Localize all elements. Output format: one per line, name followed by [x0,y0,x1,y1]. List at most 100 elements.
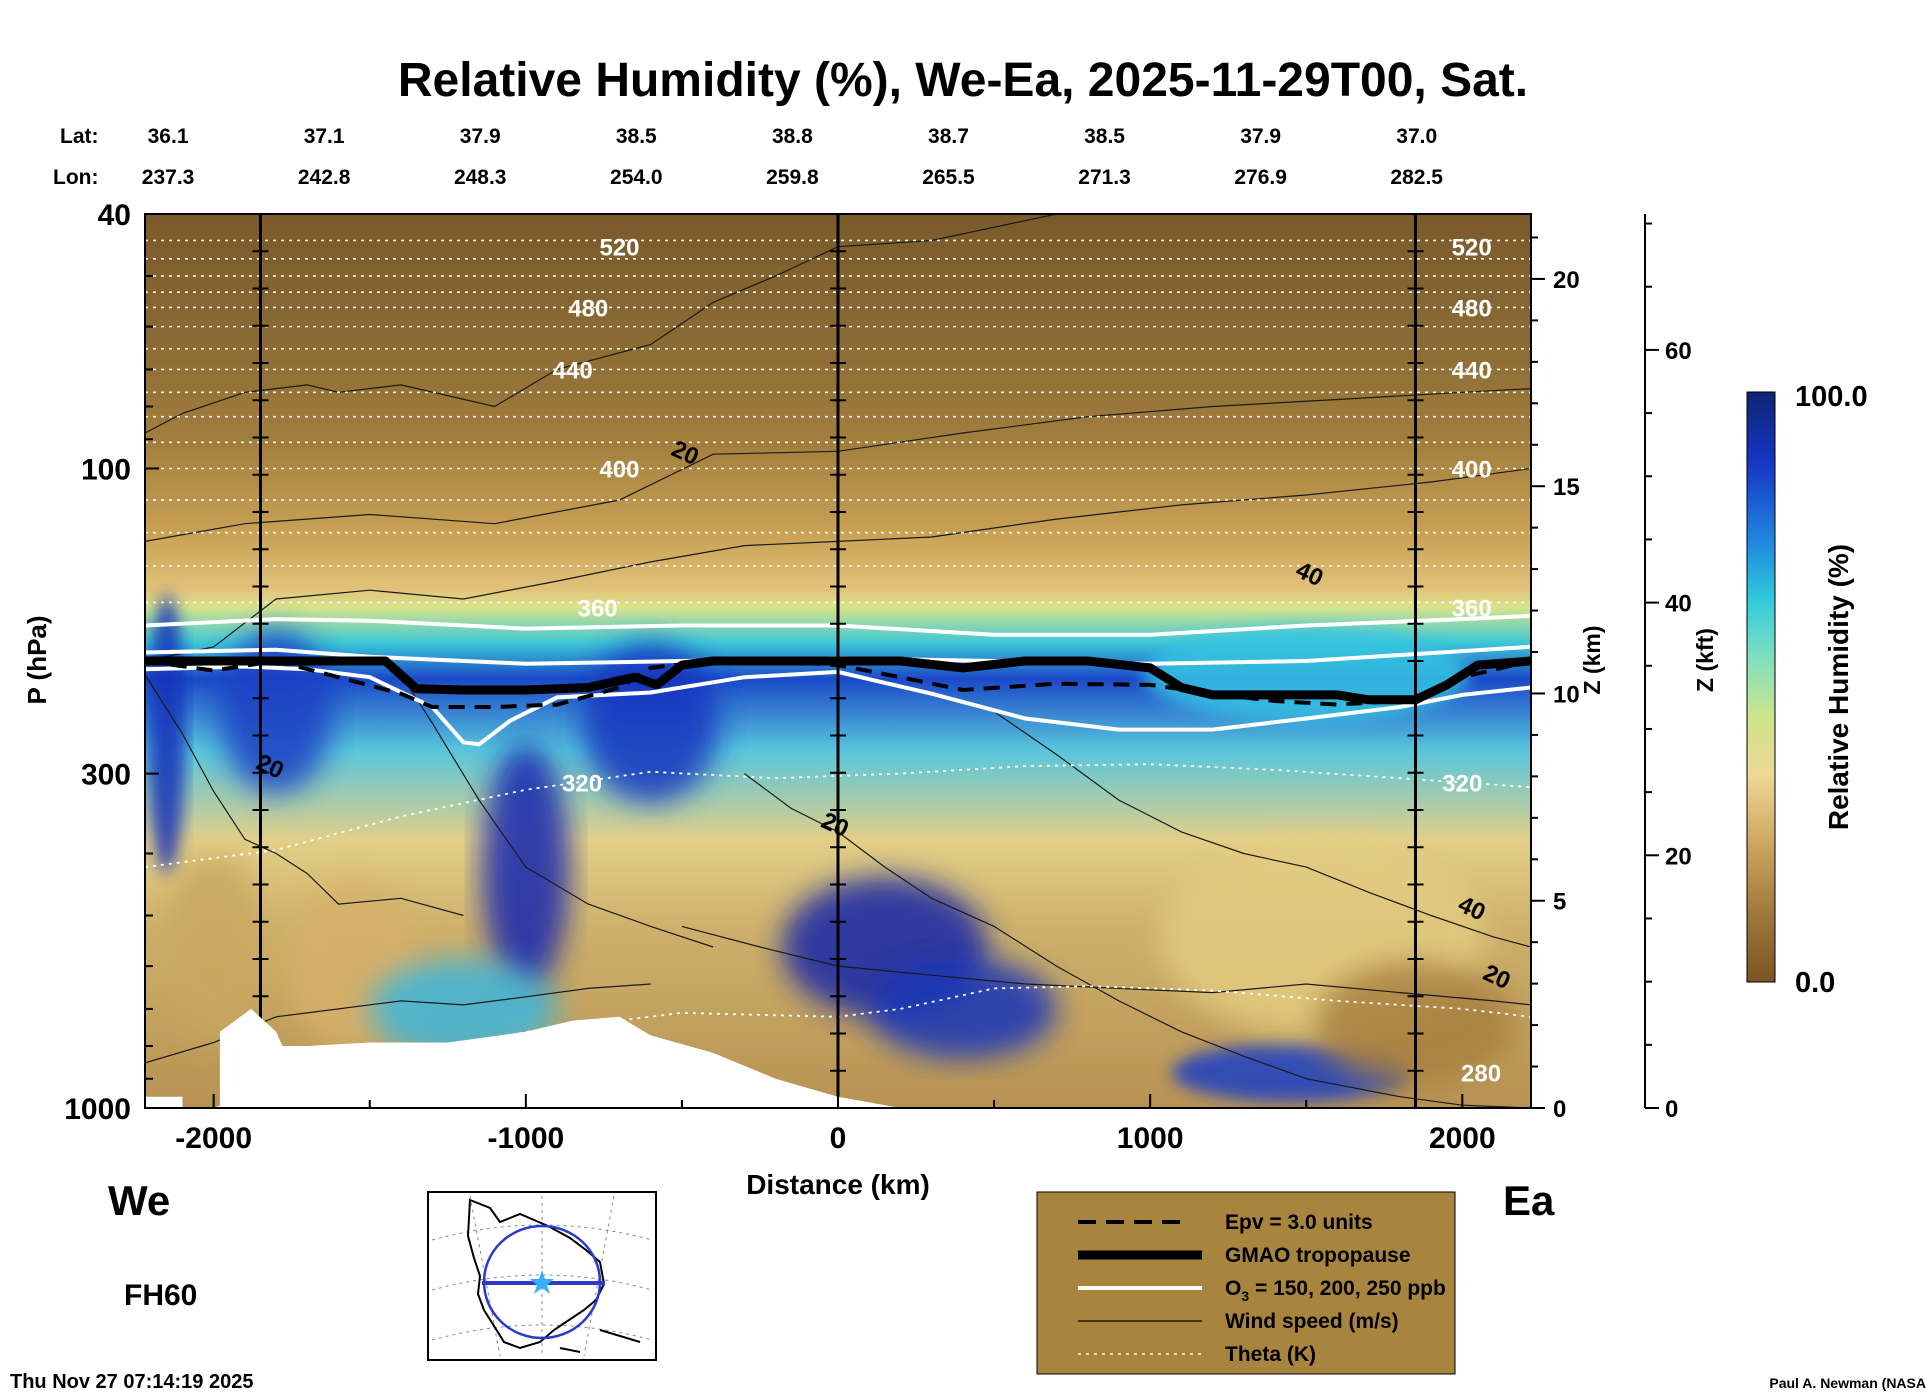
continent-outline [466,1198,606,1350]
timestamp: Thu Nov 27 07:14:19 2025 [10,1371,253,1393]
wind-contour [744,773,1531,1108]
lon-value: 242.8 [298,166,351,189]
legend-theta-label: Theta (K) [1225,1343,1316,1366]
legend-ozone-main: O [1225,1277,1241,1300]
lon-header: Lon: [53,166,98,189]
z-km-tick-label: 5 [1553,889,1566,916]
lat-value: 38.8 [772,125,813,148]
lon-value: 282.5 [1390,166,1443,189]
legend: Epv = 3.0 units GMAO tropopause O3 = 150… [1036,1191,1456,1375]
theta-contour-320 [145,763,1531,868]
distance-tick-label: 2000 [1429,1122,1496,1155]
theta-label-left: 400 [599,456,639,483]
lon-value: 237.3 [142,166,195,189]
theta-label-left: 480 [568,295,608,322]
lat-header: Lat: [60,125,99,148]
center-star-icon [530,1270,554,1294]
wind-contour [145,674,464,917]
lat-value: 37.9 [460,125,501,148]
wind-contour [145,467,1531,662]
lat-value: 38.7 [928,125,969,148]
lon-value: 259.8 [766,166,819,189]
ozone-contour-250 [145,664,1531,747]
legend-tropopause-label: GMAO tropopause [1225,1244,1411,1267]
x-axis-label: Distance (km) [746,1169,930,1200]
vertical-markers [252,214,1424,1108]
theta-label-right: 400 [1452,456,1492,483]
lon-value: 254.0 [610,166,663,189]
pressure-tick-label: 40 [98,199,131,232]
tropopause-line [145,656,1531,705]
theta-label-right: 360 [1452,596,1492,623]
theta-label-left: 320 [562,771,602,798]
distance-axis: -2000 -1000 0 1000 2000 [175,1094,1496,1155]
humidity-blob [869,958,1057,1059]
z-kft-tick-label: 20 [1665,843,1692,870]
wind-contour [681,925,1531,1006]
distance-tick-label: -1000 [487,1122,564,1155]
pressure-tick-label: 100 [81,453,131,486]
z-kft-tick-label: 0 [1665,1096,1678,1123]
z-kft-tick-label: 60 [1665,338,1692,365]
region-label-right: Ea [1503,1177,1555,1224]
theta-label-right: 480 [1452,295,1492,322]
lon-values: 237.3 242.8 248.3 254.0 259.8 265.5 271.3 276.9… [142,166,1444,189]
theta-label-left: 360 [578,596,618,623]
chart-title: Relative Humidity (%), We-Ea, 2025-11-29… [398,54,1528,107]
z-km-tick-label: 15 [1553,474,1580,501]
pressure-tick-label: 1000 [64,1093,131,1126]
legend-ozone-sub: 3 [1241,1288,1249,1304]
lat-value: 37.1 [304,125,345,148]
theta-label-right: 440 [1452,357,1492,384]
colorbar-min-label: 0.0 [1795,967,1835,999]
pressure-axis: 40 100 300 1000 [64,199,159,1126]
lat-value: 36.1 [148,125,189,148]
lon-value: 265.5 [922,166,975,189]
pressure-tick-label: 300 [81,759,131,792]
humidity-blob [163,853,264,1041]
terrain-mask [145,1008,1531,1108]
humidity-blob [148,594,186,874]
lon-value: 248.3 [454,166,507,189]
lon-value: 276.9 [1234,166,1287,189]
lat-values: 36.1 37.1 37.9 38.5 38.8 38.7 38.5 37.9 37.0 [148,125,1438,148]
epv-line [145,658,1531,709]
wind-speed-contours [145,214,1531,1108]
z-kft-axis-label: Z (kft) [1692,628,1718,692]
lat-value: 37.0 [1396,125,1437,148]
legend-ozone-rest: = 150, 200, 250 ppb [1249,1277,1446,1300]
theta-label-left: 440 [553,357,593,384]
inset-map [427,1191,657,1361]
colorbar [1746,391,1776,983]
theta-label-right: 520 [1452,235,1492,262]
region-label-left: We [108,1177,170,1224]
z-km-tick-label: 10 [1553,681,1580,708]
forecast-hour: FH60 [124,1279,197,1312]
lon-value: 271.3 [1078,166,1131,189]
distance-tick-label: -2000 [175,1122,252,1155]
y-axis-label: P (hPa) [22,615,52,704]
lat-value: 38.5 [1084,125,1125,148]
colorbar-max-label: 100.0 [1795,381,1868,413]
z-km-tick-label: 20 [1553,267,1580,294]
distance-tick-label: 0 [830,1122,847,1155]
z-km-axis-label: Z (km) [1579,626,1605,695]
z-kft-axis: 0 20 40 60 [1644,214,1692,1123]
wind-contour [145,214,1531,434]
z-km-axis: 0 5 10 15 20 [1530,214,1580,1123]
lat-value: 37.9 [1240,125,1281,148]
humidity-blob [1143,626,1469,723]
legend-ozone-label: O3 = 150, 200, 250 ppb [1225,1277,1446,1304]
legend-wind-label: Wind speed (m/s) [1225,1310,1399,1333]
wind-contour [993,711,1531,948]
credit: Paul A. Newman (NASA [1769,1375,1926,1391]
z-kft-tick-label: 40 [1665,591,1692,618]
wind-contour [400,674,714,948]
colorbar-title: Relative Humidity (%) [1823,544,1854,830]
legend-epv-label: Epv = 3.0 units [1225,1211,1373,1234]
distance-tick-label: 1000 [1117,1122,1184,1155]
theta-label-right: 320 [1442,771,1482,798]
lat-value: 38.5 [616,125,657,148]
theta-label-left: 280 [1461,1060,1501,1087]
